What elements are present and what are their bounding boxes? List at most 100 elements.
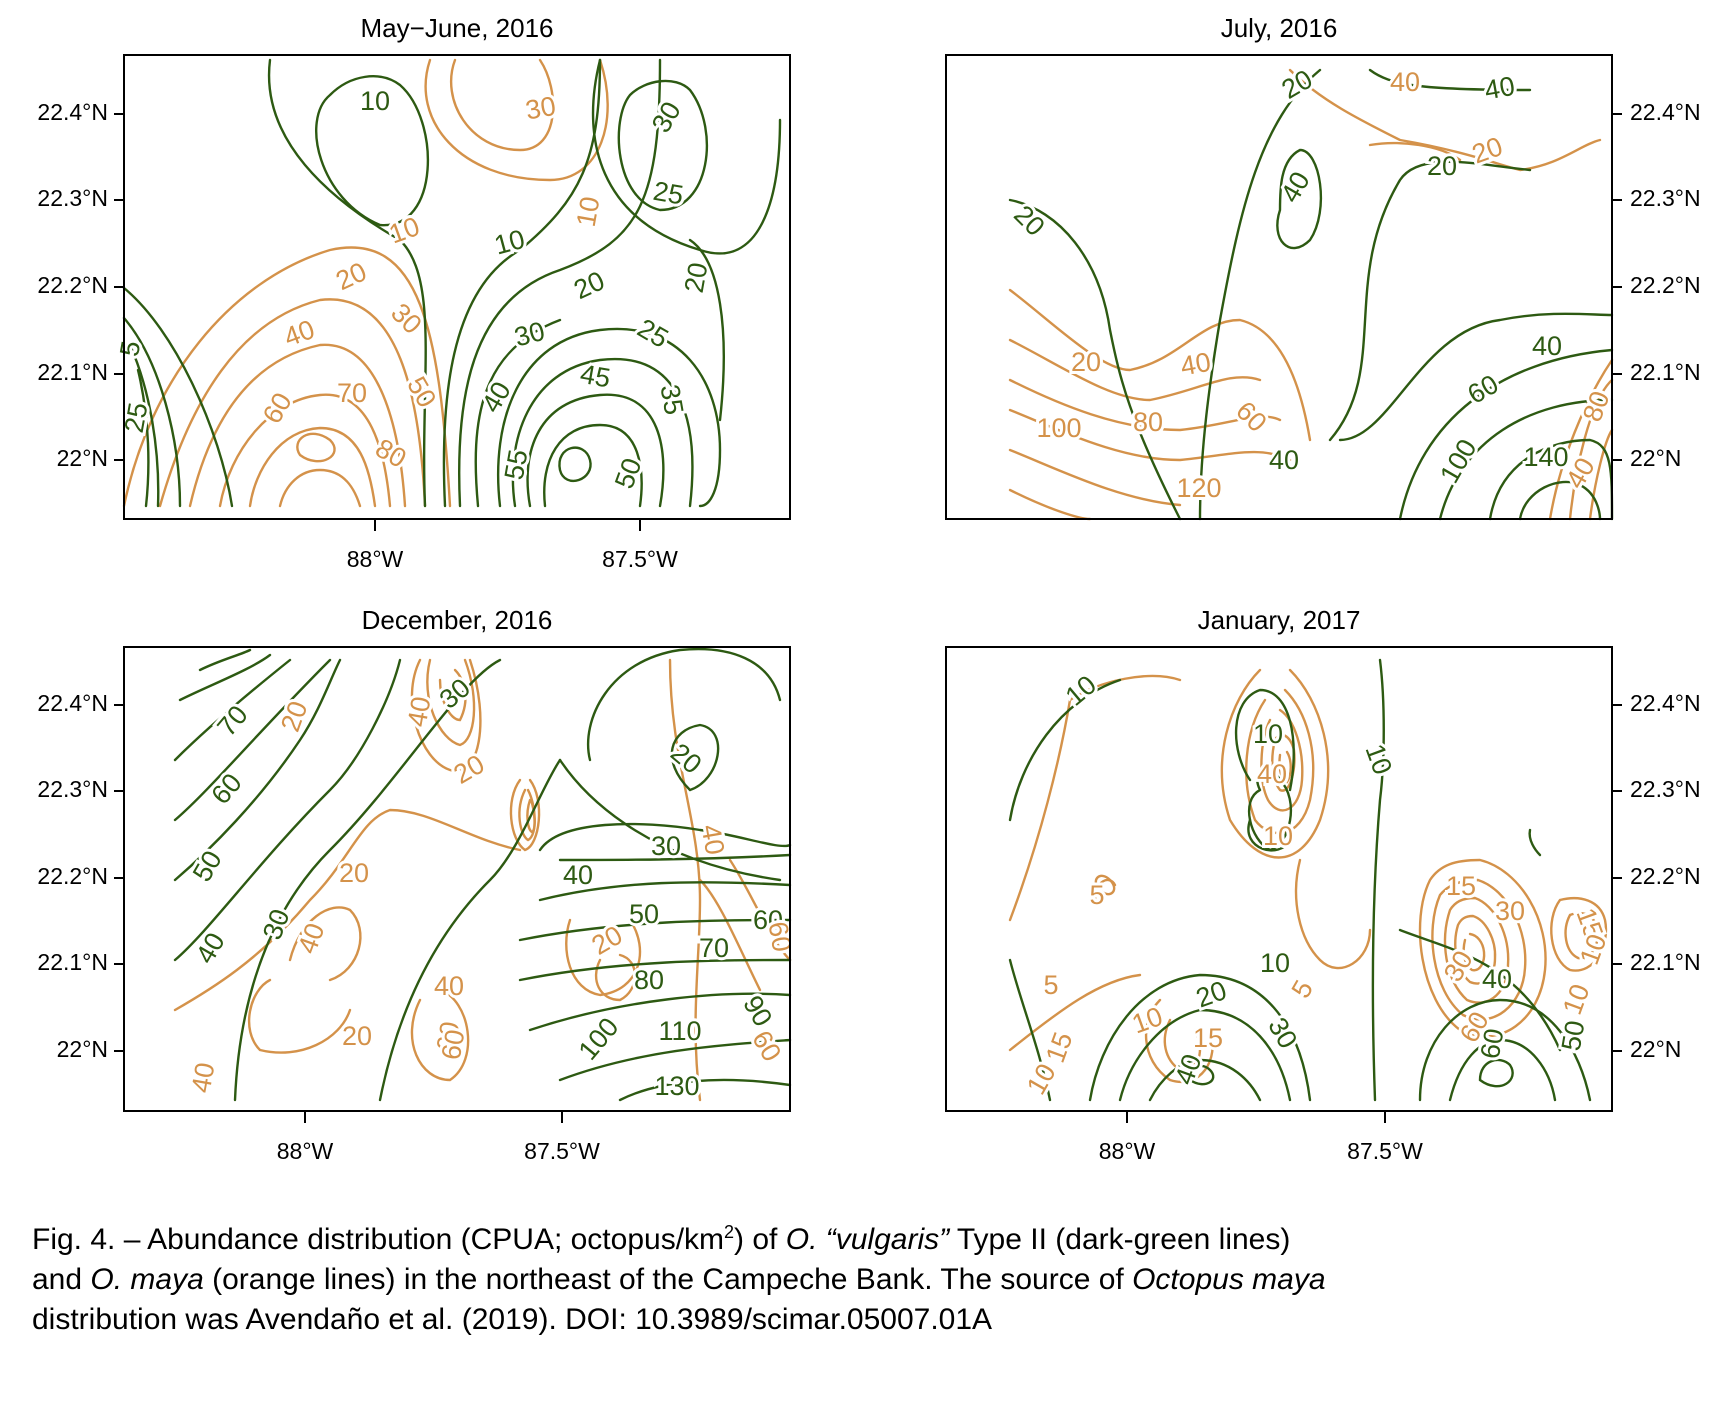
- y-tick-label: 22°N: [1630, 1036, 1681, 1062]
- contour-lines: [1008, 658, 1608, 1102]
- vulgaris-contour-line: [178, 653, 272, 702]
- maya-contour-label: 30: [523, 91, 558, 126]
- maya-contour-line: [1550, 897, 1608, 972]
- maya-contour-label: 100: [1036, 413, 1081, 443]
- maya-contour-line: [288, 906, 362, 982]
- vulgaris-contour-label: 25: [651, 176, 686, 211]
- vulgaris-contour-line: [198, 648, 252, 672]
- vulgaris-contour-line: [518, 918, 792, 942]
- caption-species-octopus-maya: Octopus maya: [1132, 1263, 1326, 1296]
- vulgaris-contour-line: [670, 723, 720, 792]
- vulgaris-contour-label: 60: [205, 768, 247, 810]
- vulgaris-contour-label: 130: [654, 1071, 699, 1101]
- maya-contour-line: [1443, 896, 1510, 1004]
- vulgaris-contour-label: 60: [1475, 1026, 1510, 1061]
- vulgaris-contour-line: [1328, 160, 1532, 442]
- maya-contour-line: [594, 953, 637, 1002]
- vulgaris-contour-line: [1518, 480, 1602, 521]
- caption-text: and: [32, 1263, 91, 1296]
- vulgaris-contour-line: [267, 58, 427, 508]
- vulgaris-contour-label: 50: [629, 899, 659, 929]
- y-tick-label: 22.2°N: [1630, 863, 1701, 889]
- y-tick-label: 22°N: [1630, 445, 1681, 471]
- y-tick-label: 22.4°N: [1630, 99, 1701, 125]
- maya-contour-label: 80: [1577, 387, 1615, 425]
- vulgaris-contour-label: 40: [190, 928, 231, 969]
- maya-contour-line: [173, 808, 522, 1012]
- x-tick-label: 88°W: [1099, 1138, 1156, 1164]
- caption-line-2: and O. maya (orange lines) in the northe…: [32, 1260, 1712, 1300]
- chart-title: January, 2017: [1198, 605, 1361, 635]
- maya-contour-line: [410, 988, 470, 1082]
- vulgaris-contour-line: [1438, 398, 1614, 521]
- vulgaris-contour-label: 40: [1532, 331, 1562, 361]
- vulgaris-contour-line: [526, 393, 665, 508]
- vulgaris-contour-label: 100: [573, 1012, 625, 1066]
- vulgaris-contour-line: [518, 958, 792, 982]
- vulgaris-contour-label: 50: [187, 846, 228, 887]
- vulgaris-contour-label: 55: [499, 447, 534, 482]
- vulgaris-contour-line: [558, 446, 592, 482]
- y-tick-label: 22.4°N: [37, 99, 108, 125]
- vulgaris-contour-line: [122, 286, 234, 508]
- chart-title: December, 2016: [362, 605, 553, 635]
- vulgaris-contour-line: [586, 647, 782, 762]
- vulgaris-contour-line: [1398, 928, 1562, 1052]
- vulgaris-contour-line: [1368, 68, 1532, 92]
- y-tick-label: 22.3°N: [1630, 776, 1701, 802]
- vulgaris-contour-line: [1528, 828, 1542, 857]
- y-tick-label: 22.1°N: [1630, 949, 1701, 975]
- maya-contour-label: 60: [746, 1026, 787, 1067]
- maya-contour-label: 15: [1446, 871, 1476, 901]
- vulgaris-contour-line: [173, 658, 402, 962]
- vulgaris-contour-line: [1008, 678, 1122, 822]
- y-tick-label: 22.3°N: [37, 776, 108, 802]
- y-tick-label: 22.2°N: [37, 272, 108, 298]
- vulgaris-contour-line: [1478, 1058, 1514, 1088]
- vulgaris-contour-line: [618, 1078, 792, 1102]
- maya-contour-label: 20: [339, 858, 369, 888]
- maya-contour-line: [1260, 708, 1304, 812]
- maya-contour-label: 10: [1263, 821, 1293, 851]
- vulgaris-contour-label: 110: [658, 1016, 701, 1046]
- vulgaris-contour-line: [378, 758, 562, 1102]
- maya-contour-line: [1564, 911, 1599, 960]
- caption-superscript: 2: [724, 1222, 735, 1242]
- vulgaris-contour-label: 25: [632, 313, 673, 354]
- y-tick-label: 22.1°N: [1630, 359, 1701, 385]
- maya-contour-line: [1008, 378, 1282, 432]
- x-tick-label: 88°W: [277, 1138, 334, 1164]
- maya-contour-label: 30: [1495, 896, 1525, 926]
- vulgaris-contour-line: [1118, 1008, 1292, 1102]
- vulgaris-contour-line: [1488, 438, 1614, 521]
- maya-contour-line: [247, 978, 352, 1054]
- caption-line-1: Fig. 4. – Abundance distribution (CPUA; …: [32, 1212, 1712, 1260]
- maya-contour-line: [1548, 358, 1614, 521]
- x-tick-label: 87.5°W: [602, 546, 678, 572]
- maya-contour-label: 20: [449, 749, 490, 790]
- vulgaris-contour-line: [1276, 148, 1323, 250]
- maya-contour-line: [1008, 488, 1092, 521]
- maya-contour-line: [1278, 750, 1292, 784]
- maya-contour-label: 10: [1021, 1059, 1062, 1100]
- vulgaris-contour-label: 40: [1482, 71, 1517, 106]
- caption-species-maya: O. maya: [90, 1263, 204, 1296]
- maya-contour-label: 15: [1040, 1028, 1078, 1066]
- maya-contour-label: 20: [331, 256, 371, 296]
- vulgaris-contour-line: [617, 79, 709, 212]
- maya-contour-label: 10: [1557, 980, 1595, 1018]
- vulgaris-contour-label: 20: [1008, 199, 1050, 241]
- maya-contour-line: [1008, 288, 1312, 442]
- maya-contour-label: 120: [1176, 473, 1221, 503]
- vulgaris-contour-line: [1148, 1058, 1262, 1102]
- vulgaris-contour-line: [1234, 688, 1295, 792]
- y-tick-label: 22°N: [57, 445, 108, 471]
- maya-contour-line: [438, 668, 467, 722]
- maya-contour-line: [1568, 378, 1614, 521]
- vulgaris-contour-label: 20: [1192, 975, 1230, 1013]
- vulgaris-contour-line: [457, 58, 662, 508]
- maya-contour-label: 15: [1193, 1023, 1223, 1053]
- vulgaris-contour-line: [511, 357, 694, 508]
